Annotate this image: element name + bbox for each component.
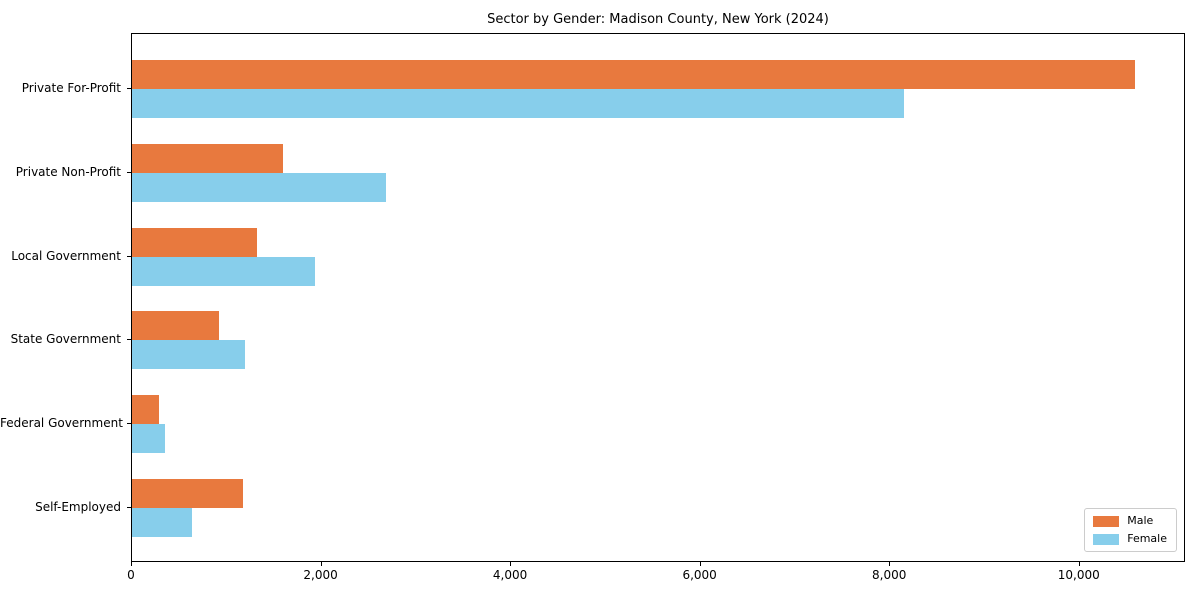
bar-male-5: [132, 479, 243, 509]
y-tick-label: Self-Employed: [35, 500, 121, 515]
y-tick-mark: [127, 423, 131, 425]
x-tick-mark: [510, 562, 512, 566]
bar-female-3: [132, 340, 245, 370]
legend-label: Female: [1127, 532, 1167, 545]
legend-label: Male: [1127, 514, 1154, 527]
y-tick-label: Private For-Profit: [21, 80, 121, 95]
x-tick-mark: [889, 562, 891, 566]
chart-title: Sector by Gender: Madison County, New Yo…: [487, 12, 829, 27]
y-tick-mark: [127, 507, 131, 509]
bar-male-1: [132, 143, 283, 173]
y-tick-label: Private Non-Profit: [15, 164, 121, 179]
plot-area: Male Female: [131, 33, 1185, 562]
x-tick-mark: [320, 562, 322, 566]
bar-male-2: [132, 227, 258, 257]
y-tick-mark: [127, 171, 131, 173]
x-tick-label: 6,000: [682, 568, 717, 582]
bar-male-3: [132, 311, 220, 341]
y-tick-label: State Government: [10, 332, 121, 347]
bar-female-0: [132, 88, 905, 118]
y-tick-mark: [127, 339, 131, 341]
x-tick-label: 4,000: [492, 568, 528, 582]
bar-female-5: [132, 508, 192, 538]
x-tick-label: 8,000: [872, 568, 907, 582]
legend-item-female: Female: [1093, 533, 1167, 545]
x-tick-mark: [1078, 562, 1080, 566]
legend-swatch: [1093, 515, 1120, 527]
bar-female-1: [132, 172, 386, 202]
bar-male-4: [132, 395, 160, 425]
y-tick-label: Federal Government: [0, 416, 123, 431]
x-tick-label: 2,000: [303, 568, 338, 582]
y-tick-mark: [127, 87, 131, 89]
bar-female-4: [132, 424, 166, 454]
bar-male-0: [132, 59, 1135, 89]
bar-female-2: [132, 256, 315, 286]
legend: Male Female: [1084, 508, 1177, 552]
y-tick-mark: [127, 255, 131, 257]
x-tick-mark: [699, 562, 701, 566]
y-tick-label: Local Government: [11, 248, 121, 263]
legend-swatch: [1093, 533, 1120, 545]
legend-item-male: Male: [1093, 515, 1167, 527]
x-tick-mark: [131, 562, 132, 566]
x-tick-label: 0: [127, 568, 135, 582]
x-tick-label: 10,000: [1057, 568, 1100, 582]
